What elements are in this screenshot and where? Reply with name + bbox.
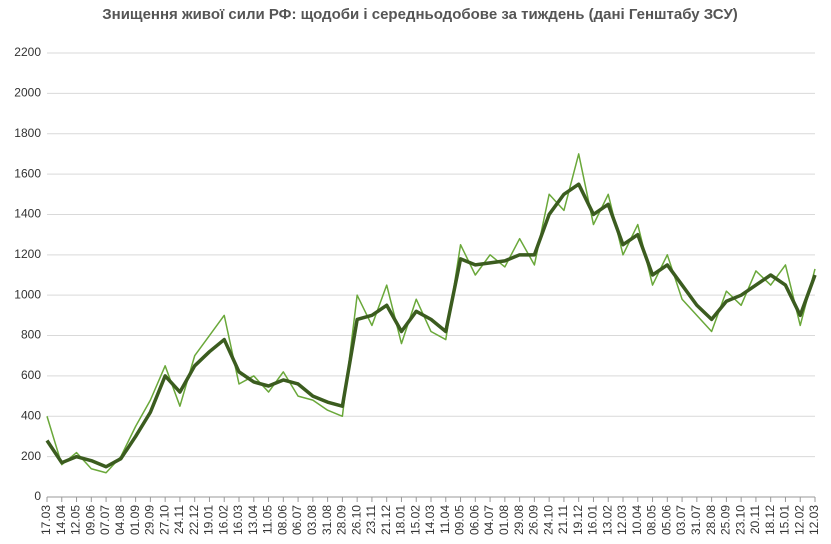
x-tick-label: 23.10 [733, 505, 747, 535]
x-tick-label: 11.05 [261, 505, 275, 534]
y-tick-label: 1000 [14, 287, 41, 301]
x-tick-label: 21.12 [379, 505, 393, 535]
x-tick-label: 06.06 [467, 505, 481, 535]
y-tick-label: 1800 [14, 126, 41, 140]
x-tick-label: 26.10 [349, 505, 363, 535]
x-tick-label: 27.10 [157, 505, 171, 535]
x-tick-label: 24.11 [172, 505, 186, 534]
y-tick-label: 1600 [14, 166, 41, 180]
x-tick-label: 21.11 [556, 505, 570, 534]
x-tick-label: 29.09 [143, 505, 157, 535]
x-tick-label: 23.11 [364, 505, 378, 534]
x-tick-label: 03.07 [674, 505, 688, 535]
x-tick-label: 16.03 [231, 505, 245, 535]
x-tick-label: 08.05 [645, 505, 659, 535]
x-tick-label: 28.09 [335, 505, 349, 535]
x-tick-label: 28.08 [704, 505, 718, 535]
x-tick-label: 09.06 [83, 505, 97, 535]
x-tick-label: 18.12 [763, 505, 777, 535]
x-tick-label: 06.07 [290, 505, 304, 535]
x-tick-label: 01.08 [497, 505, 511, 535]
x-tick-label: 01.09 [128, 505, 142, 535]
x-tick-label: 11.04 [438, 505, 452, 534]
x-tick-label: 26.09 [527, 505, 541, 535]
x-tick-label: 19.12 [571, 505, 585, 535]
x-tick-label: 20.11 [748, 505, 762, 534]
x-tick-label: 07.07 [98, 505, 112, 535]
x-tick-label: 17.03 [39, 505, 53, 535]
y-tick-label: 200 [21, 449, 41, 463]
x-tick-label: 04.07 [482, 505, 496, 535]
y-tick-label: 1400 [14, 207, 41, 221]
x-tick-label: 25.09 [719, 505, 733, 535]
x-tick-label: 03.08 [305, 505, 319, 535]
x-tick-label: 16.02 [216, 505, 230, 535]
x-tick-label: 12.03 [807, 505, 821, 535]
y-tick-label: 1200 [14, 247, 41, 261]
x-tick-label: 29.08 [512, 505, 526, 535]
x-tick-label: 12.03 [615, 505, 629, 535]
x-tick-label: 22.12 [187, 505, 201, 535]
x-tick-label: 31.08 [320, 505, 334, 535]
x-tick-label: 12.05 [69, 505, 83, 535]
x-tick-label: 15.02 [408, 505, 422, 535]
y-tick-label: 2200 [14, 45, 41, 59]
x-tick-label: 08.06 [275, 505, 289, 535]
y-tick-label: 400 [21, 408, 41, 422]
x-tick-label: 31.07 [689, 505, 703, 535]
y-tick-label: 0 [34, 489, 41, 503]
chart-title: Знищення живої сили РФ: щодоби і середнь… [102, 6, 738, 23]
x-tick-label: 24.10 [541, 505, 555, 535]
x-tick-label: 09.05 [453, 505, 467, 535]
x-tick-label: 14.04 [54, 505, 68, 535]
x-tick-label: 14.03 [423, 505, 437, 535]
x-tick-label: 10.04 [630, 505, 644, 535]
x-tick-label: 13.04 [246, 505, 260, 535]
series-line [45, 182, 817, 469]
y-tick-label: 800 [21, 328, 41, 342]
y-tick-label: 2000 [14, 86, 41, 100]
x-tick-label: 15.01 [778, 505, 792, 535]
x-tick-label: 16.01 [586, 505, 600, 535]
x-tick-label: 05.06 [659, 505, 673, 535]
x-tick-label: 12.02 [792, 505, 806, 535]
x-tick-label: 04.08 [113, 505, 127, 535]
y-tick-label: 600 [21, 368, 41, 382]
x-tick-label: 18.01 [394, 505, 408, 535]
series-line [46, 153, 816, 474]
x-tick-label: 13.02 [600, 505, 614, 535]
x-tick-label: 19.01 [202, 505, 216, 535]
